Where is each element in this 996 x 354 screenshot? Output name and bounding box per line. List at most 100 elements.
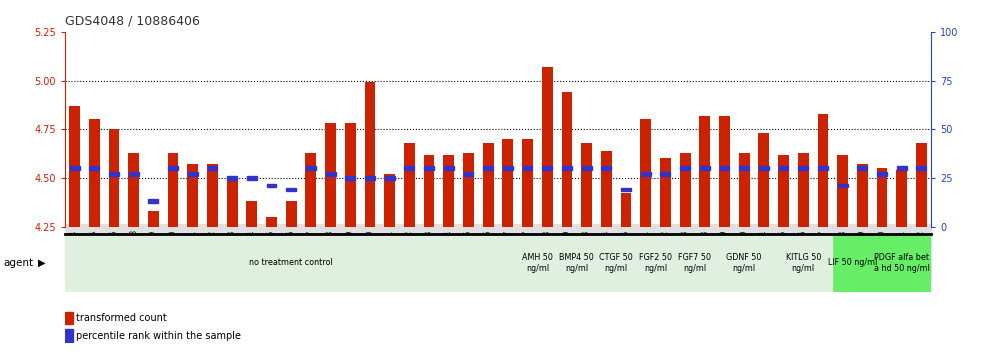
Text: PDGF alfa bet
a hd 50 ng/ml: PDGF alfa bet a hd 50 ng/ml (873, 253, 929, 273)
Bar (65, 312, 73, 324)
Bar (207, 164, 218, 227)
Bar (719, 166, 729, 170)
Bar (246, 201, 257, 227)
Text: ▶: ▶ (38, 258, 46, 268)
Bar (542, 67, 553, 227)
Bar (207, 166, 217, 170)
Bar (148, 200, 158, 203)
Bar (423, 154, 434, 227)
Bar (384, 174, 395, 227)
Bar (266, 217, 277, 227)
Bar (346, 176, 356, 179)
Bar (286, 188, 296, 191)
Bar (109, 172, 119, 176)
Bar (858, 166, 868, 170)
Text: FGF2 50
ng/ml: FGF2 50 ng/ml (639, 253, 672, 273)
Bar (700, 166, 710, 170)
Bar (286, 201, 297, 227)
Bar (523, 166, 533, 170)
Bar (758, 133, 769, 227)
Bar (838, 154, 848, 227)
Bar (640, 119, 651, 227)
Bar (872, 234, 931, 292)
Bar (366, 176, 374, 179)
Bar (680, 166, 690, 170)
Bar (739, 153, 750, 227)
Bar (778, 154, 789, 227)
Bar (522, 139, 533, 227)
Bar (660, 172, 670, 176)
Bar (660, 159, 671, 227)
Text: BMP4 50
ng/ml: BMP4 50 ng/ml (560, 253, 595, 273)
Bar (562, 166, 572, 170)
Text: FGF7 50
ng/ml: FGF7 50 ng/ml (678, 253, 711, 273)
Bar (65, 329, 73, 342)
Bar (404, 166, 414, 170)
Bar (679, 153, 690, 227)
Bar (542, 166, 552, 170)
Bar (325, 123, 336, 227)
Bar (89, 119, 100, 227)
Bar (640, 172, 650, 176)
Bar (404, 143, 414, 227)
Bar (65, 234, 518, 292)
Bar (916, 166, 926, 170)
Bar (90, 166, 100, 170)
Bar (69, 106, 80, 227)
Bar (443, 154, 454, 227)
Bar (857, 164, 868, 227)
Bar (622, 188, 630, 191)
Bar (877, 172, 887, 176)
Bar (833, 234, 872, 292)
Bar (621, 193, 631, 227)
Bar (483, 166, 493, 170)
Text: agent: agent (3, 258, 33, 268)
Bar (916, 143, 927, 227)
Bar (896, 166, 906, 170)
Bar (876, 168, 887, 227)
Bar (799, 166, 808, 170)
Text: percentile rank within the sample: percentile rank within the sample (76, 331, 241, 341)
Bar (818, 166, 828, 170)
Bar (306, 153, 317, 227)
Bar (463, 172, 473, 176)
Text: GDNF 50
ng/ml: GDNF 50 ng/ml (726, 253, 762, 273)
Bar (128, 153, 139, 227)
Bar (148, 211, 158, 227)
Bar (247, 176, 257, 179)
Bar (518, 234, 557, 292)
Bar (602, 166, 612, 170)
Bar (384, 176, 394, 179)
Bar (267, 184, 277, 187)
Bar (168, 166, 178, 170)
Bar (109, 129, 120, 227)
Bar (675, 234, 715, 292)
Bar (167, 153, 178, 227)
Bar (779, 166, 789, 170)
Bar (719, 115, 730, 227)
Bar (699, 115, 710, 227)
Text: no treatment control: no treatment control (249, 258, 333, 267)
Bar (444, 166, 454, 170)
Bar (188, 172, 197, 176)
Bar (715, 234, 774, 292)
Bar (582, 166, 592, 170)
Bar (838, 184, 848, 187)
Bar (187, 164, 198, 227)
Bar (601, 151, 612, 227)
Bar (306, 166, 316, 170)
Bar (759, 166, 769, 170)
Bar (582, 143, 592, 227)
Bar (227, 176, 237, 179)
Bar (70, 166, 80, 170)
Bar (326, 172, 336, 176)
Bar (128, 172, 138, 176)
Text: CTGF 50
ng/ml: CTGF 50 ng/ml (600, 253, 633, 273)
Text: transformed count: transformed count (76, 313, 166, 323)
Bar (227, 178, 238, 227)
Bar (635, 234, 675, 292)
Bar (503, 166, 513, 170)
Bar (597, 234, 635, 292)
Bar (896, 170, 907, 227)
Bar (818, 114, 829, 227)
